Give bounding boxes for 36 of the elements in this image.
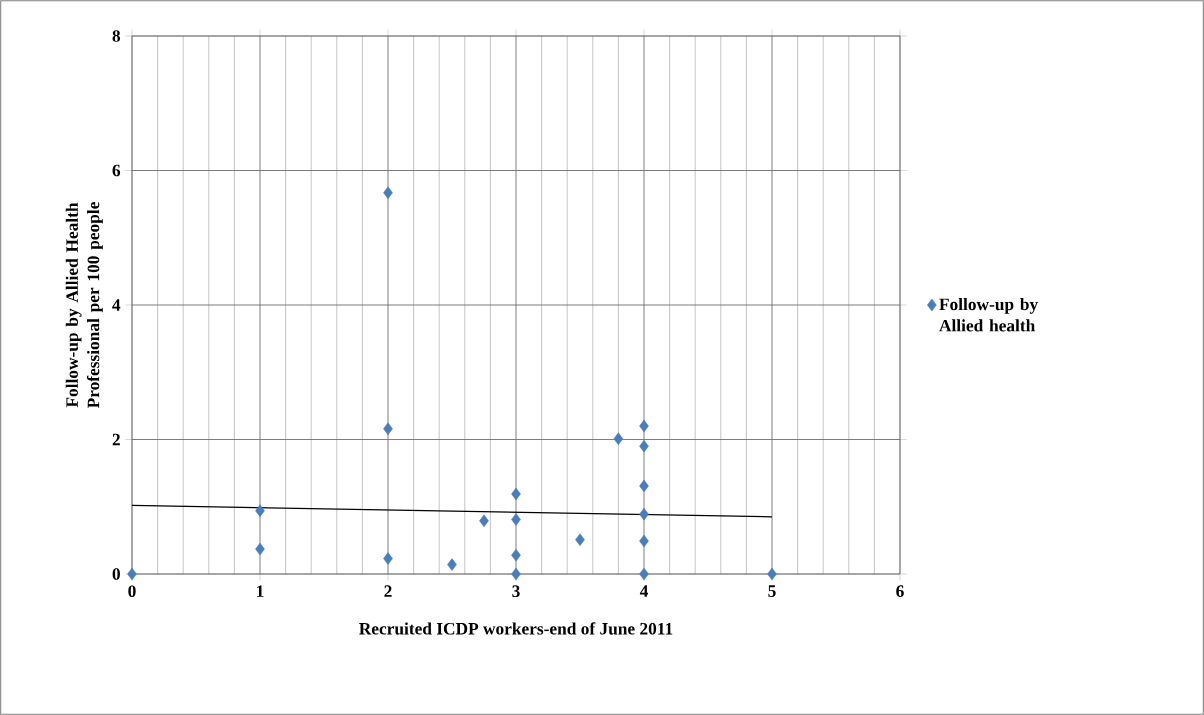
- point: [383, 552, 393, 565]
- x-tick-label: 6: [896, 585, 904, 598]
- legend-label: Follow-up by Allied health: [939, 297, 1038, 332]
- point: [767, 567, 777, 581]
- point: [639, 439, 649, 453]
- x-tick-label: 0: [128, 585, 136, 598]
- x-tick-label: 4: [639, 585, 649, 597]
- x-tick-label: 3: [512, 585, 520, 598]
- x-tick-label: 2: [384, 585, 392, 597]
- y-tick-label: 8: [112, 30, 121, 42]
- point: [575, 533, 585, 546]
- x-axis-title: Recruited ICDP workers-end of June 2011: [359, 622, 673, 635]
- x-tick-label: 1: [257, 585, 264, 597]
- y-axis-title: Follow-up by Allied Health Professional per 100 people: [65, 202, 103, 409]
- point: [255, 542, 265, 556]
- point: [511, 487, 521, 501]
- point: [613, 432, 624, 446]
- y-tick-label: 0: [112, 568, 120, 580]
- point: [639, 507, 649, 521]
- point: [127, 567, 137, 581]
- point: [479, 514, 489, 528]
- y-tick-label: 4: [112, 299, 121, 311]
- point: [383, 422, 393, 436]
- point: [447, 558, 457, 571]
- point: [639, 567, 649, 581]
- point: [383, 186, 393, 199]
- point: [255, 504, 265, 518]
- point: [639, 479, 649, 493]
- point: [511, 548, 521, 562]
- x-tick-label: 5: [768, 585, 776, 597]
- point: [639, 534, 649, 548]
- point: [511, 513, 521, 526]
- point: [639, 419, 649, 433]
- point: [511, 567, 521, 581]
- y-tick-label: 6: [112, 164, 121, 177]
- y-tick-label: 2: [112, 433, 120, 446]
